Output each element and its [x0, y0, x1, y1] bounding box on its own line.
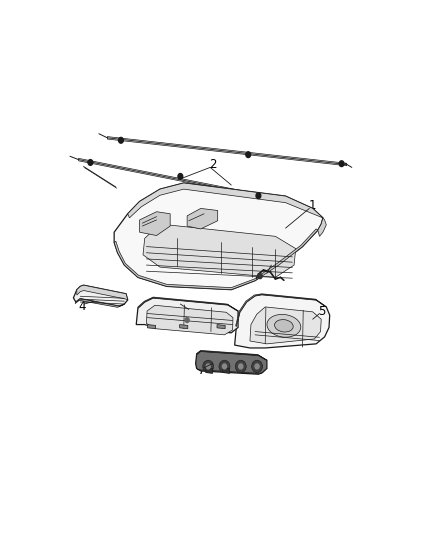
Ellipse shape: [203, 360, 214, 373]
Text: 6: 6: [270, 256, 277, 269]
Circle shape: [206, 364, 210, 369]
Polygon shape: [236, 294, 326, 327]
Text: 5: 5: [318, 304, 325, 318]
Polygon shape: [206, 368, 212, 374]
Polygon shape: [75, 298, 124, 308]
Text: 1: 1: [309, 199, 317, 212]
Polygon shape: [250, 307, 321, 344]
Polygon shape: [107, 136, 346, 166]
Polygon shape: [187, 208, 218, 229]
Ellipse shape: [219, 360, 230, 373]
Polygon shape: [114, 229, 318, 290]
Polygon shape: [138, 297, 238, 311]
Ellipse shape: [275, 320, 293, 332]
Circle shape: [246, 152, 251, 158]
Polygon shape: [196, 350, 267, 360]
Polygon shape: [74, 285, 128, 306]
Polygon shape: [148, 325, 155, 329]
Circle shape: [88, 159, 93, 165]
Circle shape: [119, 138, 124, 143]
Polygon shape: [235, 295, 330, 348]
Text: 2: 2: [209, 158, 216, 171]
Polygon shape: [217, 325, 225, 329]
Ellipse shape: [267, 314, 301, 337]
Polygon shape: [77, 285, 128, 300]
Ellipse shape: [235, 360, 246, 373]
Polygon shape: [136, 298, 238, 333]
Polygon shape: [318, 218, 326, 236]
Circle shape: [223, 364, 226, 369]
Text: 7: 7: [198, 364, 205, 377]
Polygon shape: [223, 368, 230, 374]
Polygon shape: [180, 325, 188, 329]
Polygon shape: [146, 305, 233, 335]
Circle shape: [185, 318, 189, 322]
Polygon shape: [196, 351, 267, 374]
Polygon shape: [143, 224, 296, 277]
Polygon shape: [140, 212, 170, 236]
Circle shape: [256, 193, 261, 199]
Polygon shape: [128, 183, 323, 218]
Polygon shape: [78, 158, 265, 198]
Ellipse shape: [251, 360, 262, 373]
Circle shape: [258, 273, 262, 279]
Text: 3: 3: [187, 306, 194, 319]
Circle shape: [239, 364, 243, 369]
Circle shape: [255, 364, 259, 369]
Circle shape: [178, 174, 183, 179]
Circle shape: [339, 161, 344, 166]
Polygon shape: [114, 183, 323, 290]
Text: 4: 4: [79, 301, 86, 313]
